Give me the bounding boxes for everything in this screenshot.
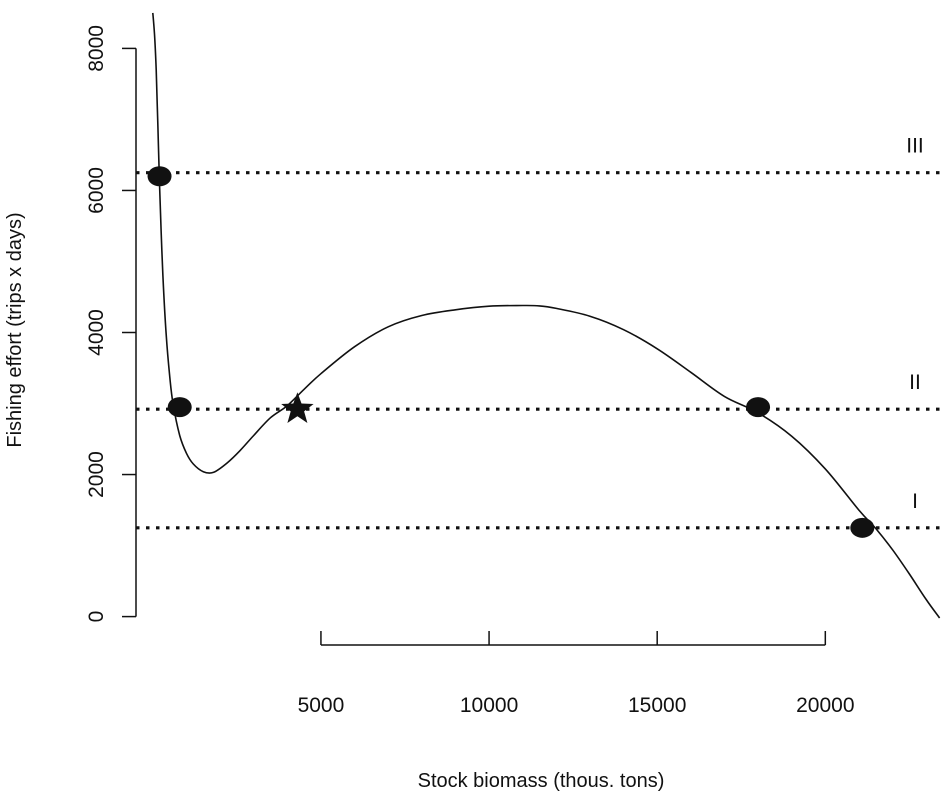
- axes: 0 2000 4000 6000 8000 5000 10000 15000 20000: [85, 25, 855, 717]
- effort-label-I: I: [912, 490, 918, 513]
- x-tick-label: 10000: [460, 694, 518, 717]
- equilibrium-point: [167, 397, 192, 418]
- equilibrium-points: [147, 166, 875, 538]
- y-tick-label: 8000: [85, 25, 108, 72]
- x-tick-label: 15000: [628, 694, 686, 717]
- equilibrium-curve: [152, 12, 941, 619]
- x-tick-label: 5000: [298, 694, 345, 717]
- y-tick-label: 2000: [85, 451, 108, 498]
- equilibrium-point: [850, 517, 875, 538]
- x-tick-label: 20000: [796, 694, 854, 717]
- effort-label-II: II: [909, 371, 921, 394]
- y-tick-label: 6000: [85, 167, 108, 214]
- y-axis-title: Fishing effort (trips x days): [4, 212, 26, 447]
- x-axis-title: Stock biomass (thous. tons): [418, 770, 665, 792]
- equilibrium-point: [147, 166, 172, 187]
- y-tick-label: 4000: [85, 309, 108, 356]
- y-tick-label: 0: [85, 611, 108, 623]
- equilibrium-point: [746, 397, 771, 418]
- effort-label-III: III: [906, 135, 924, 158]
- star-marker: [281, 392, 314, 423]
